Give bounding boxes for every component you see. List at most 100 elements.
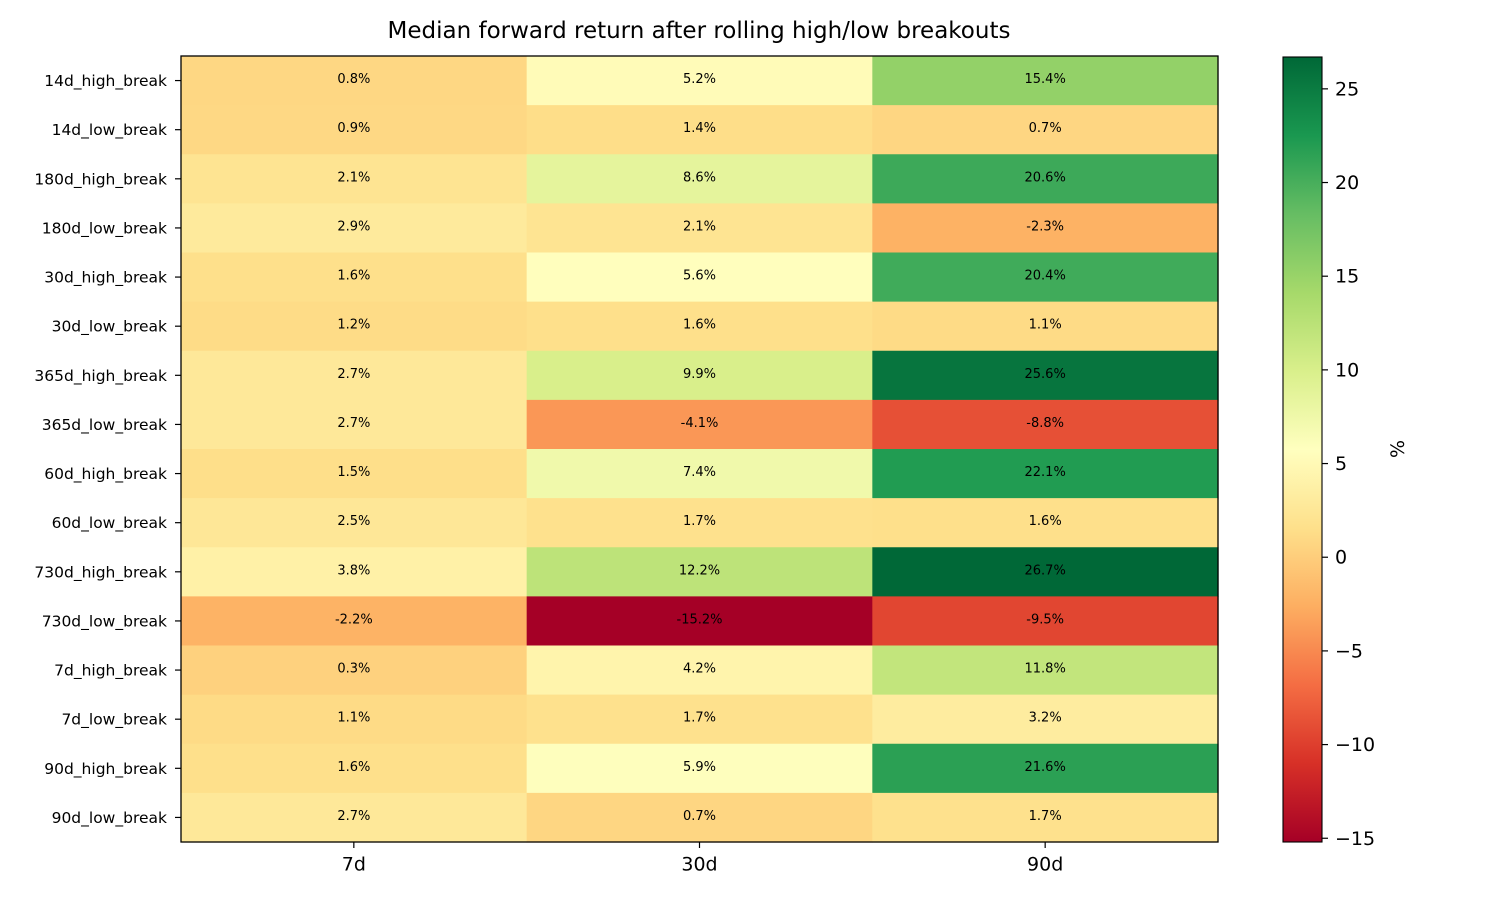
heatmap-cell bbox=[872, 449, 1219, 499]
cell-value-label: 0.7% bbox=[1029, 121, 1062, 136]
cell-value-label: 4.2% bbox=[683, 662, 716, 677]
cell-value-label: 1.6% bbox=[337, 269, 370, 284]
y-tick-label: 730d_high_break bbox=[34, 563, 167, 582]
y-tick-label: 60d_low_break bbox=[52, 514, 167, 533]
cell-value-label: 0.8% bbox=[337, 72, 370, 87]
colorbar-tick-label: 10 bbox=[1335, 359, 1359, 381]
heatmap-cell bbox=[872, 56, 1219, 106]
x-tick-label: 7d bbox=[342, 854, 366, 876]
colorbar-tick-label: 0 bbox=[1335, 547, 1347, 569]
heatmap-cell bbox=[872, 694, 1219, 745]
cell-value-label: 2.7% bbox=[337, 809, 370, 824]
heatmap-cell bbox=[181, 252, 528, 303]
cell-value-label: 15.4% bbox=[1025, 72, 1066, 87]
heatmap-cell bbox=[526, 301, 873, 352]
heatmap-cell bbox=[526, 252, 873, 303]
heatmap-cell bbox=[526, 596, 873, 647]
y-tick-label: 365d_high_break bbox=[34, 367, 167, 386]
colorbar-frame bbox=[1282, 56, 1323, 843]
heatmap-cell bbox=[181, 399, 528, 450]
cell-value-label: 2.9% bbox=[337, 219, 370, 234]
colorbar-gradient bbox=[1283, 57, 1322, 842]
cell-value-label: -15.2% bbox=[677, 612, 723, 627]
cell-value-label: 12.2% bbox=[679, 563, 720, 578]
heatmap-cell bbox=[526, 105, 873, 155]
x-tick-label: 30d bbox=[681, 854, 717, 876]
cell-value-label: 2.1% bbox=[683, 219, 716, 234]
heatmap-cell bbox=[526, 792, 873, 843]
heatmap-cell bbox=[872, 792, 1219, 843]
cell-value-label: -2.2% bbox=[335, 612, 373, 627]
y-tick-label: 90d_high_break bbox=[44, 760, 167, 779]
heatmap-cell bbox=[526, 645, 873, 696]
heatmap-cell bbox=[872, 645, 1219, 696]
heatmap-cell bbox=[526, 154, 873, 204]
y-tick-label: 60d_high_break bbox=[44, 465, 167, 484]
y-tick-label: 365d_low_break bbox=[42, 416, 167, 435]
cell-value-label: 2.7% bbox=[337, 416, 370, 431]
y-tick-label: 14d_high_break bbox=[44, 72, 167, 91]
colorbar-label: % bbox=[1387, 439, 1409, 459]
colorbar-tick-label: 15 bbox=[1335, 266, 1359, 288]
y-axis: 14d_high_break 14d_low_break 180d_high_bre… bbox=[34, 72, 181, 828]
heatmap-cell bbox=[181, 56, 528, 106]
cell-value-label: 20.6% bbox=[1025, 170, 1066, 185]
cell-value-label: 5.2% bbox=[683, 72, 716, 87]
heatmap-cell bbox=[872, 399, 1219, 450]
colorbar-tick-label: −15 bbox=[1335, 828, 1375, 850]
heatmap-cell bbox=[872, 743, 1219, 794]
colorbar: −15 −10 −5 0 5 10 15 20 25 bbox=[1282, 56, 1375, 850]
cell-value-label: 25.6% bbox=[1025, 367, 1066, 382]
colorbar-tick-label: −5 bbox=[1335, 640, 1363, 662]
cell-value-label: 3.8% bbox=[337, 563, 370, 578]
colorbar-tick-label: 5 bbox=[1335, 453, 1347, 475]
heatmap-cell bbox=[526, 203, 873, 254]
heatmap-cell bbox=[872, 252, 1219, 303]
x-axis: 7d 30d 90d bbox=[342, 842, 1063, 876]
heatmap-cell bbox=[181, 743, 528, 794]
y-tick-label: 14d_low_break bbox=[52, 121, 167, 140]
x-tick-label: 90d bbox=[1027, 854, 1063, 876]
y-tick-label: 7d_high_break bbox=[54, 662, 167, 681]
cell-value-label: 26.7% bbox=[1025, 563, 1066, 578]
y-tick-label: 7d_low_break bbox=[61, 711, 167, 730]
cell-value-label: 1.6% bbox=[1029, 514, 1062, 529]
cell-value-label: 5.6% bbox=[683, 269, 716, 284]
cell-value-label: 1.1% bbox=[337, 711, 370, 726]
cell-value-label: 1.4% bbox=[683, 121, 716, 136]
heatmap-cell bbox=[872, 154, 1219, 204]
heatmap-cell-labels: 0.8% 5.2% 15.4% 0.9% 1.4% 0.7% 2.1% 8.6% 20.6% 2.… bbox=[335, 72, 1066, 824]
colorbar-ticks: −15 −10 −5 0 5 10 15 20 25 bbox=[1322, 78, 1375, 850]
heatmap-cell bbox=[181, 792, 528, 843]
heatmap-cell bbox=[181, 203, 528, 254]
cell-value-label: 0.7% bbox=[683, 809, 716, 824]
cell-value-label: 0.3% bbox=[337, 662, 370, 677]
y-tick-label: 30d_low_break bbox=[52, 318, 167, 337]
cell-value-label: 1.6% bbox=[337, 760, 370, 775]
cell-value-label: 0.9% bbox=[337, 121, 370, 136]
heatmap-cell bbox=[526, 498, 873, 548]
heatmap-cell bbox=[526, 743, 873, 794]
y-tick-label: 730d_low_break bbox=[42, 612, 167, 631]
y-tick-label: 180d_high_break bbox=[34, 170, 167, 189]
cell-value-label: 1.2% bbox=[337, 318, 370, 333]
y-tick-label: 30d_high_break bbox=[44, 269, 167, 288]
cell-value-label: 2.7% bbox=[337, 367, 370, 382]
chart-title: Median forward return after rolling high… bbox=[387, 18, 1011, 44]
heatmap-cell bbox=[181, 645, 528, 696]
colorbar-tick-label: 20 bbox=[1335, 172, 1359, 194]
cell-value-label: 20.4% bbox=[1025, 269, 1066, 284]
heatmap-cell bbox=[872, 547, 1219, 597]
cell-value-label: 1.7% bbox=[1029, 809, 1062, 824]
cell-value-label: 8.6% bbox=[683, 170, 716, 185]
heatmap-cell bbox=[181, 301, 528, 352]
heatmap-cell bbox=[181, 694, 528, 745]
y-tick-label: 90d_low_break bbox=[52, 809, 167, 828]
cell-value-label: 2.5% bbox=[337, 514, 370, 529]
heatmap-cell bbox=[526, 399, 873, 450]
heatmap-cell bbox=[526, 56, 873, 106]
cell-value-label: -8.8% bbox=[1026, 416, 1064, 431]
heatmap-cell bbox=[872, 105, 1219, 155]
heatmap-cell bbox=[526, 449, 873, 499]
